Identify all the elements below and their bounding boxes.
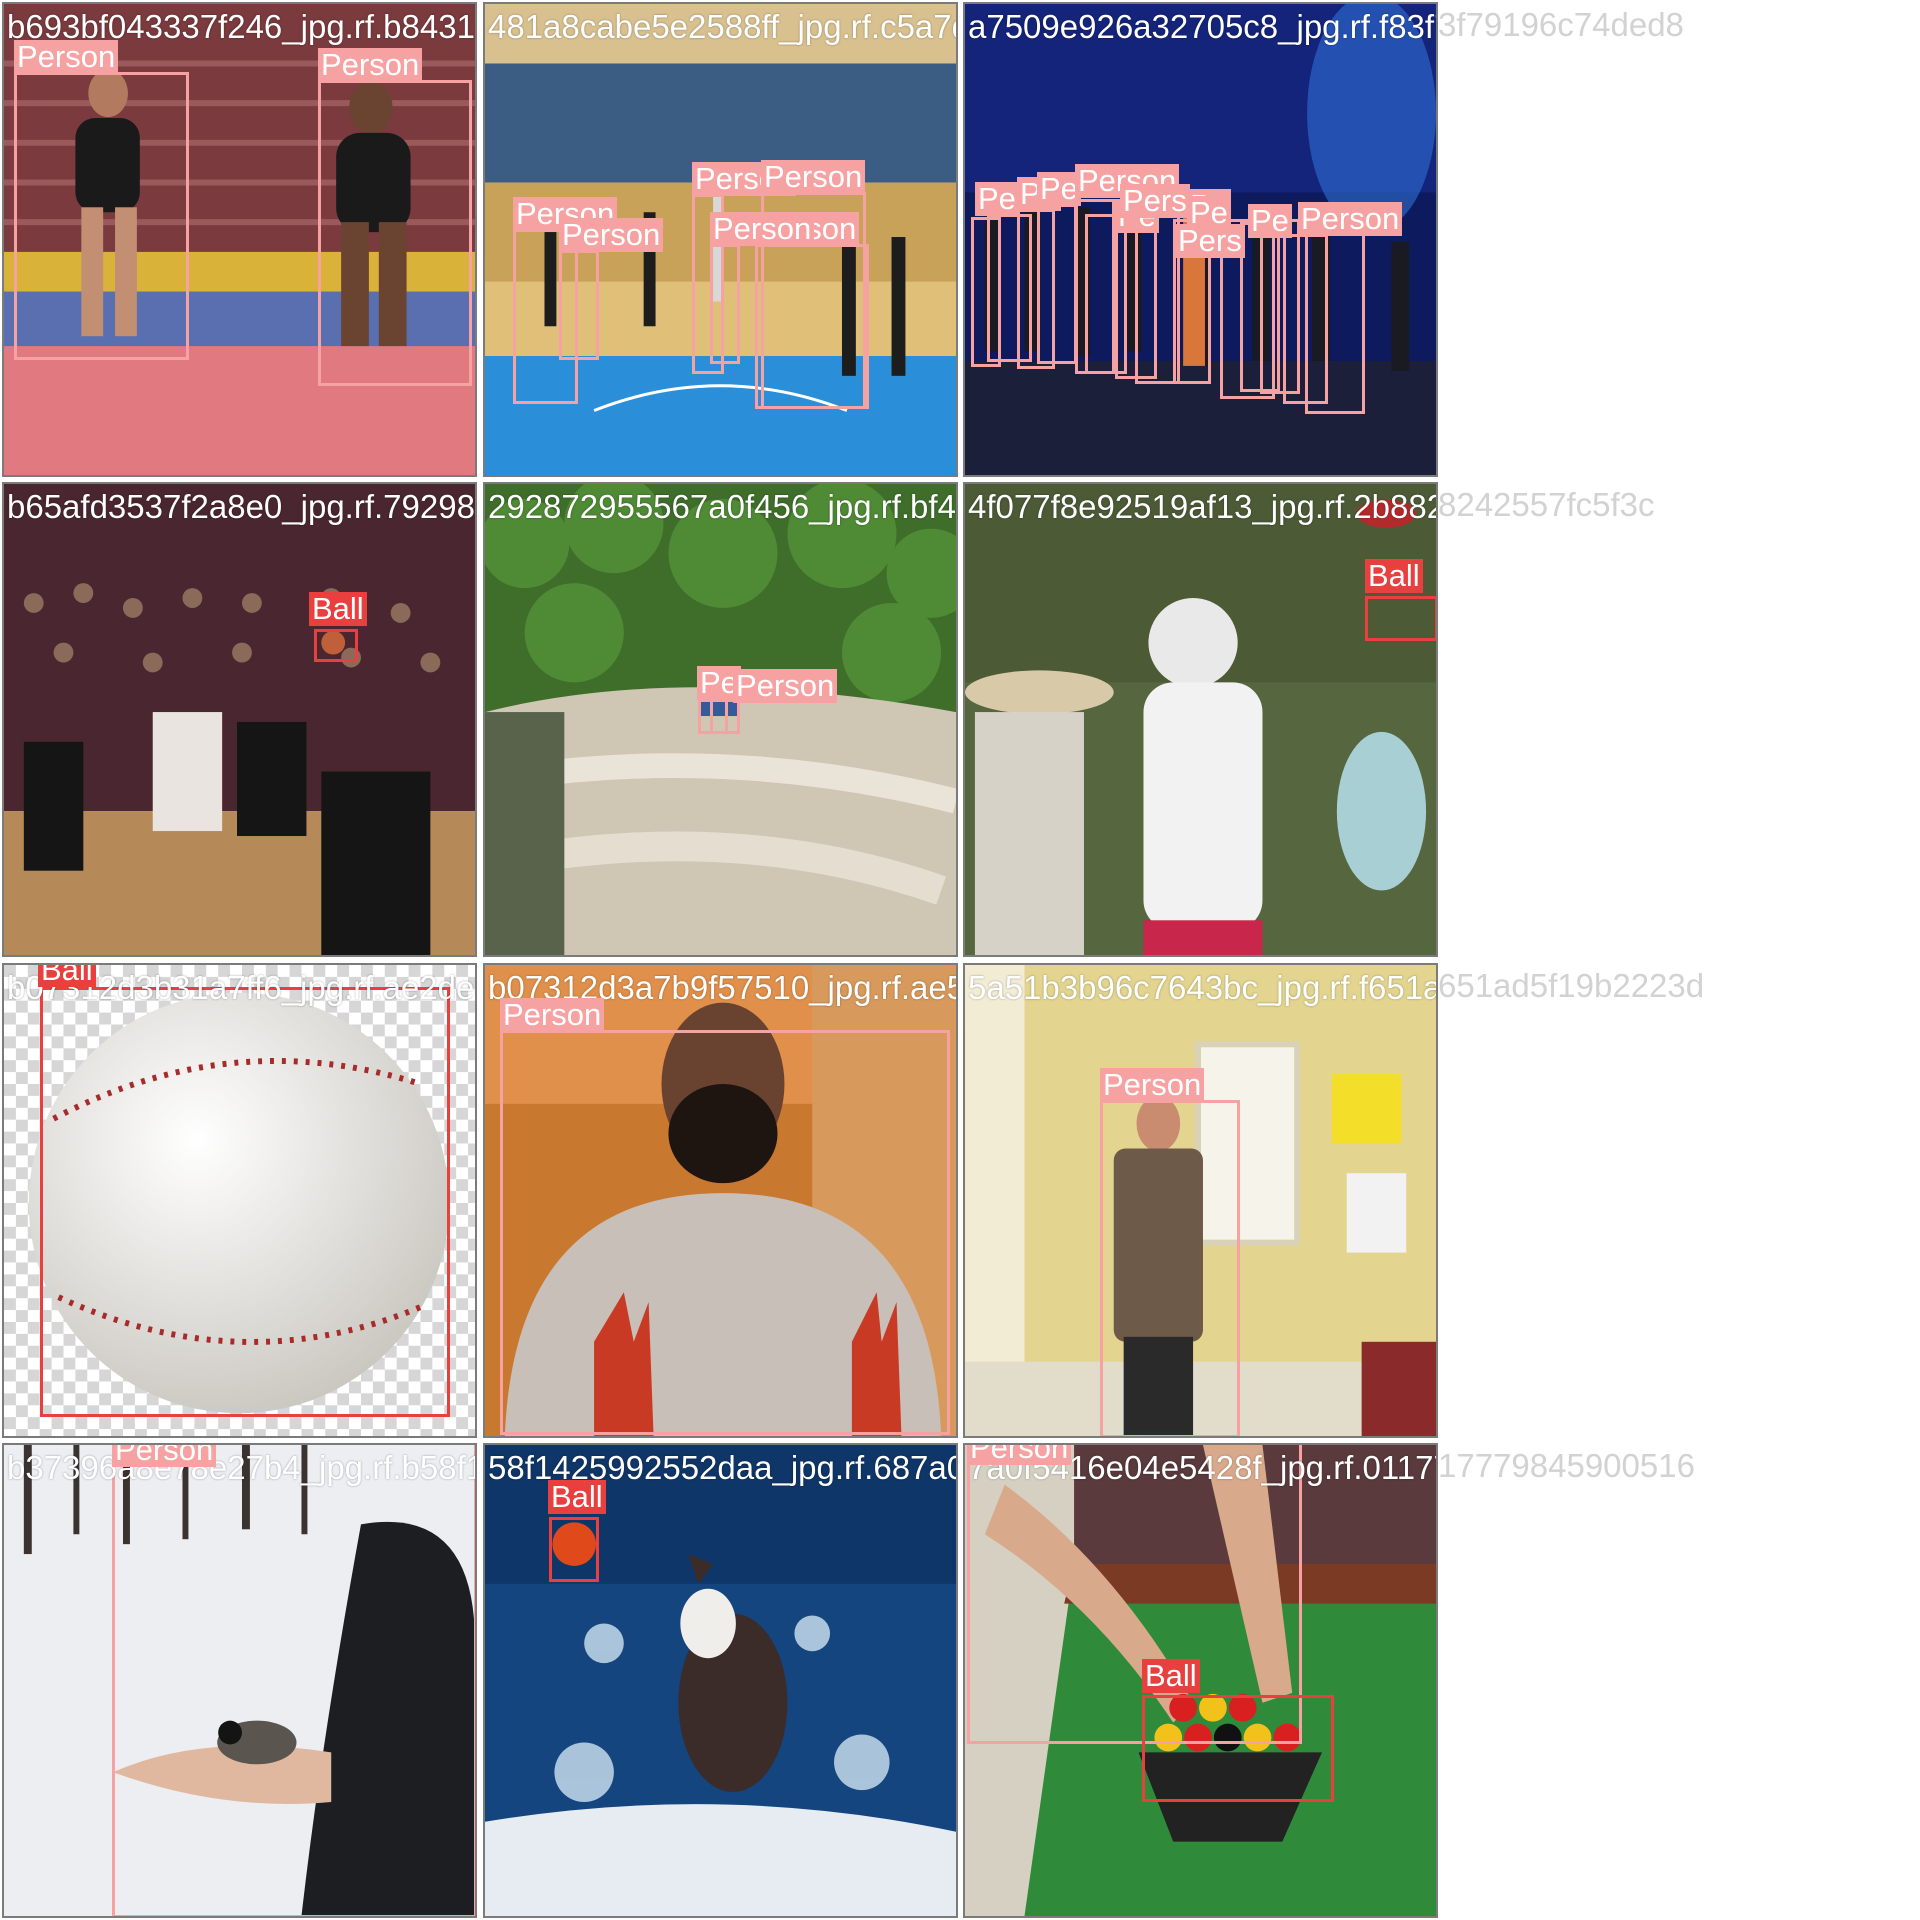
photo-basketball-court [485, 4, 956, 475]
detection-label: Person [1298, 202, 1403, 236]
detection-label: Ball [1365, 559, 1423, 593]
detection-label: Pe [697, 666, 741, 700]
filename-overflow: 17779845900516 [1438, 1447, 1695, 1484]
photo-bird-on-hand [4, 1445, 475, 1916]
detection-label: Pe [1187, 196, 1231, 230]
photo-river-rafting [485, 484, 956, 955]
tile-filename: b693bf043337f246_jpg.rf.b8431a81a5e5e258… [7, 8, 475, 45]
tile-filename: 5a51b3b96c7643bc_jpg.rf.f651ad5f19b2223d [968, 969, 1436, 1006]
tile-filename: a7509e926a32705c8_jpg.rf.f83f79196c74ded… [968, 8, 1436, 45]
detection-box-person [1085, 214, 1127, 374]
detection-box-person [710, 244, 740, 364]
tile-baseball[interactable]: b07312d3b31a7ff6_jpg.rf.ae2de8_3d07c5a8 … [2, 963, 477, 1438]
filename-overflow: 8242557fc5f3c [1438, 486, 1655, 523]
tile-filename: b37396a8e78e27b4_jpg.rf.b58f1425992552da… [7, 1449, 475, 1486]
tile-filename: b65afd3537f2a8e0_jpg.rf.792987295567a0f4… [7, 488, 475, 525]
tile-basketball-court[interactable]: 481a8cabe5e2588ff_jpg.rf.c5a7d9e926a3270… [483, 2, 958, 477]
detection-box-person [971, 217, 1001, 367]
tile-filename: 481a8cabe5e2588ff_jpg.rf.c5a7d9e926a3270… [488, 8, 956, 45]
tile-bearded-man[interactable]: b07312d3a7b9f57510_jpg.rf.ae5a51b3b96c76… [483, 963, 958, 1438]
detection-box-ball [549, 1517, 599, 1582]
detection-label: Ball [38, 965, 96, 987]
detection-label: Person [14, 40, 119, 74]
detection-box-ball [40, 987, 450, 1417]
detection-label: Person [559, 218, 664, 252]
detection-label: Person [112, 1445, 217, 1467]
photo-basketball-game [4, 484, 475, 955]
photo-gymnasts [4, 4, 475, 475]
tile-stage-performers[interactable]: a7509e926a32705c8_jpg.rf.f83f79196c74ded… [963, 2, 1438, 477]
tile-presenter[interactable]: 5a51b3b96c7643bc_jpg.rf.f651ad5f19b2223d… [963, 963, 1438, 1438]
photo-billiards [965, 1445, 1436, 1916]
detection-label: Person [967, 1445, 1072, 1465]
photo-bearded-man [485, 965, 956, 1436]
detection-box-person [1283, 234, 1328, 404]
detection-label: Pe [975, 182, 1019, 216]
tile-river-rafting[interactable]: 292872955567a0f456_jpg.rf.bf4f077f8e9251… [483, 482, 958, 957]
tile-billiards[interactable]: 7a0f5416e04e5428f_jpg.rf.011777984590051… [963, 1443, 1438, 1918]
detection-label: Pe [1248, 204, 1292, 238]
photo-presenter [965, 965, 1436, 1436]
detection-label: Ball [1142, 1659, 1200, 1693]
tile-basketball-game[interactable]: b65afd3537f2a8e0_jpg.rf.792987295567a0f4… [2, 482, 477, 957]
detection-label: Person [710, 212, 815, 246]
detection-box-person [112, 1445, 475, 1916]
tile-filename: 4f077f8e92519af13_jpg.rf.2b88242557fc5f3… [968, 488, 1438, 525]
filename-overflow: 651ad5f19b2223d [1438, 967, 1705, 1004]
detection-label: Ball [548, 1480, 606, 1514]
detection-label: Person [318, 48, 423, 82]
detection-box-person [318, 80, 472, 386]
detection-box-person [559, 250, 599, 360]
detection-box-person [710, 699, 740, 734]
detection-label: Pers [1120, 184, 1190, 218]
tile-woman-catching-ball[interactable]: 4f077f8e92519af13_jpg.rf.2b88242557fc5f3… [963, 482, 1438, 957]
detection-box-ball [1142, 1695, 1334, 1802]
detection-box-person [1220, 219, 1275, 399]
detection-box-ball [1365, 596, 1436, 641]
detection-label: Person [1100, 1068, 1205, 1102]
photo-dog-in-water [485, 1445, 956, 1916]
detection-box-person [967, 1445, 1302, 1744]
detection-box-person [755, 244, 869, 409]
detection-box-person [1100, 1100, 1240, 1436]
detection-label: Person [500, 998, 605, 1032]
tile-gymnasts[interactable]: b693bf043337f246_jpg.rf.b8431a81a5e5e258… [2, 2, 477, 477]
detection-box-person [1037, 204, 1077, 364]
photo-baseball [4, 965, 475, 1436]
tile-filename: 292872955567a0f456_jpg.rf.bf4f077f8e9251… [488, 488, 956, 525]
tile-dog-in-water[interactable]: 58f1425992552daa_jpg.rf.687a0f5416e04e54… [483, 1443, 958, 1918]
detection-box-person [14, 72, 189, 360]
detection-label: Person [761, 160, 866, 194]
detection-box-person [500, 1030, 950, 1435]
detection-label: Person [733, 669, 838, 703]
tile-filename: 58f1425992552daa_jpg.rf.687a0f5416e04e54… [488, 1449, 956, 1486]
filename-overflow: 3f79196c74ded8 [1438, 6, 1684, 43]
tile-bird-on-hand[interactable]: b37396a8e78e27b4_jpg.rf.b58f1425992552da… [2, 1443, 477, 1918]
detection-box-ball [314, 629, 358, 662]
detection-label: Ball [309, 592, 367, 626]
detection-label: Pe [1037, 172, 1081, 206]
photo-woman-catching-ball [965, 484, 1436, 955]
